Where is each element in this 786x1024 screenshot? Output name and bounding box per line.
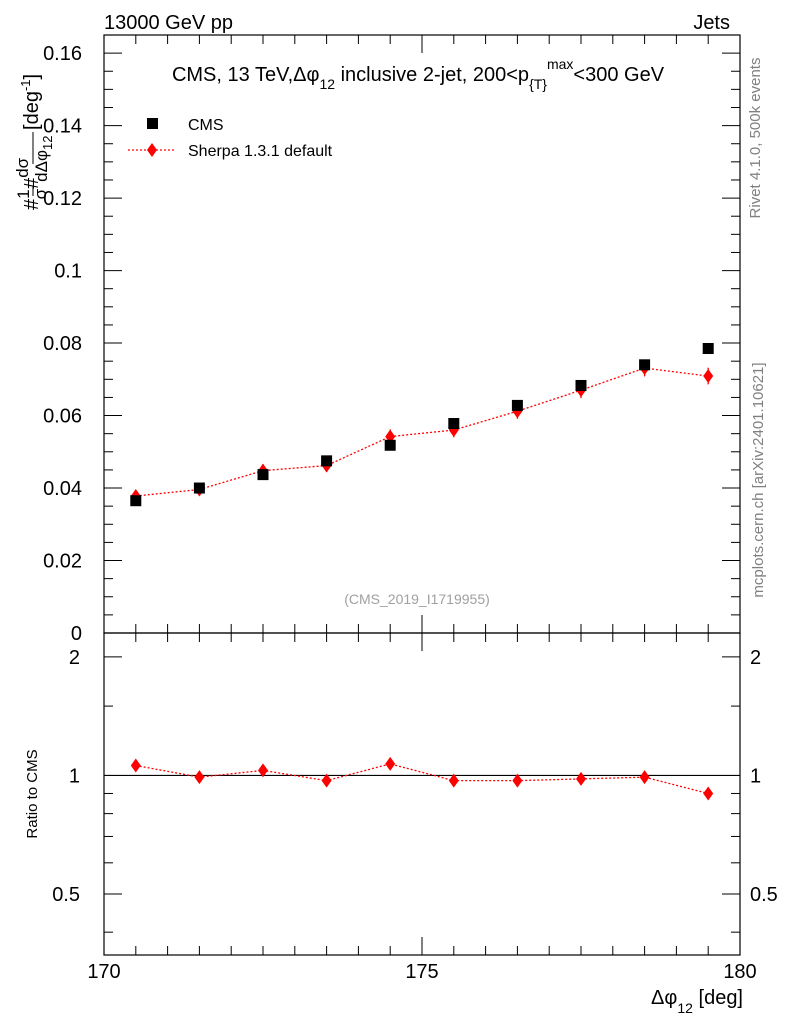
title-delta: Δφ — [293, 64, 319, 86]
sherpa-ratio-point — [194, 770, 205, 785]
plot-title: CMS, 13 TeV,Δφ12 inclusive 2-jet, 200<p{… — [172, 56, 665, 92]
legend-sherpa-label: Sherpa 1.3.1 default — [188, 143, 333, 160]
x-axis-label: Δφ12 [deg] — [651, 987, 743, 1016]
ratio-tick-label-right: 2 — [750, 647, 761, 669]
analysis-watermark: (CMS_2019_I1719955) — [344, 591, 490, 607]
sherpa-ratio-point — [576, 771, 586, 786]
sherpa-ratio-point — [258, 763, 268, 778]
axis-tick-labels: 170 175 180 0 0.02 0.04 0.06 0.08 0.1 0.12 0.14 0.1… — [43, 43, 778, 983]
ylabel-unit-close: ] — [21, 74, 43, 80]
sherpa-ratio-point — [703, 786, 714, 801]
title-pt-sup: max — [547, 56, 573, 72]
y-tick-label: 0.06 — [43, 406, 82, 428]
sherpa-ratio-series — [130, 756, 714, 801]
xlabel-main: Δφ — [651, 987, 677, 1009]
x-tick-label: 175 — [405, 961, 438, 983]
x-tick-label: 180 — [723, 961, 756, 983]
ylabel-prefix: # — [21, 198, 43, 210]
sherpa-series — [130, 359, 714, 504]
sherpa-ratio-point — [639, 770, 650, 785]
ratio-tick-label-left: 0.5 — [52, 884, 80, 906]
title-post: <300 GeV — [573, 64, 664, 86]
svg-text:#1σ#dσdΔφ12 [deg-1]: #1σ#dσdΔφ12 [deg-1] — [13, 74, 55, 210]
ratio-y-label: Ratio to CMS — [24, 749, 41, 838]
header-right: Jets — [693, 12, 730, 34]
sherpa-ratio-point — [385, 756, 396, 771]
y-tick-label: 0.08 — [43, 333, 82, 355]
cms-point — [448, 418, 460, 430]
side-label-rivet: Rivet 4.1.0, 500k events — [747, 58, 764, 219]
sherpa-ratio-point — [130, 758, 141, 773]
cms-point — [321, 455, 333, 467]
ratio-tick-label-right: 0.5 — [750, 884, 778, 906]
cms-point — [384, 439, 396, 451]
legend-cms-marker — [147, 118, 158, 129]
ylabel-dsig: dσ — [13, 157, 32, 177]
sherpa-ratio-point — [448, 773, 459, 788]
ylabel-frac-den: σ — [31, 188, 50, 199]
cms-point — [575, 379, 587, 391]
ylabel-frac-num: 1 — [14, 189, 33, 198]
y-tick-label: 0 — [71, 623, 82, 645]
ratio-tick-label-left: 2 — [69, 647, 80, 669]
title-mid: inclusive 2-jet, 200<p — [335, 64, 529, 86]
xlabel-unit: [deg] — [693, 987, 743, 1009]
ylabel-unit: [deg — [21, 91, 43, 135]
header-left: 13000 GeV pp — [104, 12, 233, 34]
title-delta-sub: 12 — [319, 76, 335, 92]
y-tick-label: 0.02 — [43, 551, 82, 573]
sherpa-ratio-point — [512, 773, 523, 788]
cms-point — [193, 482, 205, 494]
ylabel-hash: # — [21, 177, 43, 189]
axis-ticks — [103, 34, 741, 955]
cms-point — [639, 359, 651, 371]
cms-point — [257, 469, 269, 481]
y-tick-label: 0.12 — [43, 188, 82, 210]
title-pre: CMS, 13 TeV, — [172, 64, 293, 86]
title-pt-sub: {T} — [529, 76, 547, 92]
sherpa-ratio-point — [321, 773, 332, 788]
x-tick-label: 170 — [87, 961, 120, 983]
y-axis-label: #1σ#dσdΔφ12 [deg-1] — [13, 74, 55, 210]
sherpa-point — [703, 369, 714, 384]
side-label-mcplots: mcplots.cern.ch [arXiv:2401.10621] — [750, 362, 767, 597]
ylabel-unit-sup: -1 — [18, 79, 33, 91]
sherpa-line — [135, 367, 709, 497]
cms-point — [130, 495, 142, 507]
ylabel-ddphi-sub: 12 — [40, 136, 55, 150]
ylabel-ddphi: dΔφ — [32, 150, 51, 182]
y-tick-label: 0.1 — [54, 261, 82, 283]
ratio-tick-label-right: 1 — [750, 765, 761, 787]
cms-point — [702, 342, 714, 354]
ratio-tick-label-left: 1 — [69, 765, 80, 787]
legend: CMS Sherpa 1.3.1 default — [128, 117, 333, 160]
legend-sherpa-marker — [147, 143, 157, 157]
y-tick-label: 0.14 — [43, 116, 82, 138]
legend-cms-label: CMS — [188, 117, 224, 134]
cms-series — [130, 342, 714, 507]
xlabel-sub: 12 — [677, 1000, 693, 1016]
sherpa-ratio-line — [135, 763, 709, 795]
y-tick-label: 0.16 — [43, 43, 82, 65]
y-tick-label: 0.04 — [43, 478, 82, 500]
cms-point — [511, 399, 523, 411]
ratio-panel-frame — [103, 632, 741, 956]
